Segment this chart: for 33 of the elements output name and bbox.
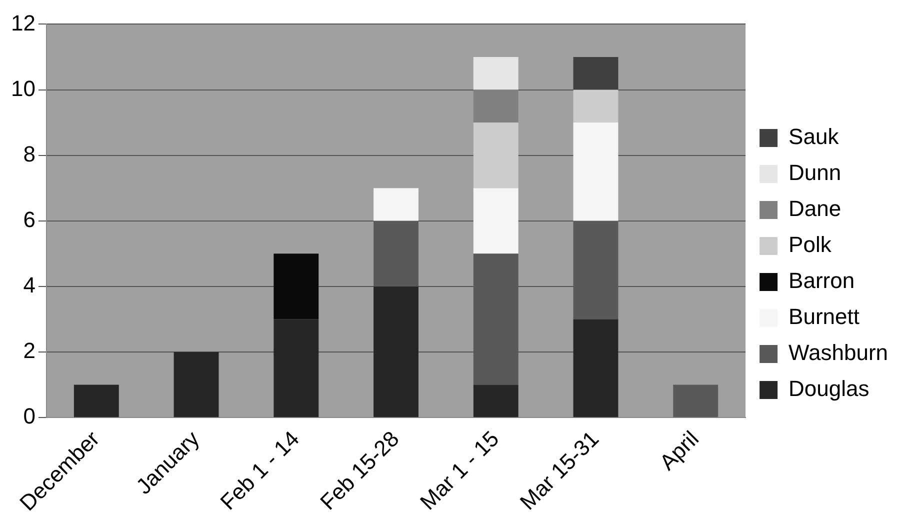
legend-label: Washburn [788, 340, 888, 366]
bar [174, 352, 219, 418]
y-tick-label: 8 [23, 141, 36, 166]
bar [374, 286, 418, 418]
bar [573, 319, 618, 418]
legend-label: Dane [788, 196, 842, 222]
bar [473, 122, 518, 188]
y-tick-label: 0 [23, 404, 36, 429]
legend-label: Polk [788, 232, 832, 258]
bar [573, 122, 618, 221]
y-tick-label: 10 [10, 76, 36, 101]
bar [473, 188, 518, 254]
y-tick-label: 4 [23, 272, 36, 298]
x-tick-label: Mar 1 - 15 [415, 426, 504, 515]
legend-label: Dunn [788, 160, 842, 186]
y-tick-label: 2 [23, 338, 36, 364]
bar [573, 90, 618, 123]
y-tick-label: 6 [23, 206, 36, 232]
bar [473, 56, 518, 90]
legend-label: Douglas [788, 376, 870, 402]
legend-label: Sauk [788, 124, 840, 150]
bar [673, 384, 718, 418]
bar [573, 56, 618, 90]
bar [473, 90, 518, 123]
bar [274, 254, 319, 320]
x-tick-label: Feb 1 - 14 [215, 426, 304, 515]
legend-label: Barron [788, 268, 855, 294]
bar [473, 384, 518, 418]
y-tick-label: 12 [10, 10, 36, 36]
bar [74, 384, 119, 418]
bar [274, 319, 319, 418]
legend-label: Burnett [788, 304, 860, 330]
bar [374, 188, 418, 221]
